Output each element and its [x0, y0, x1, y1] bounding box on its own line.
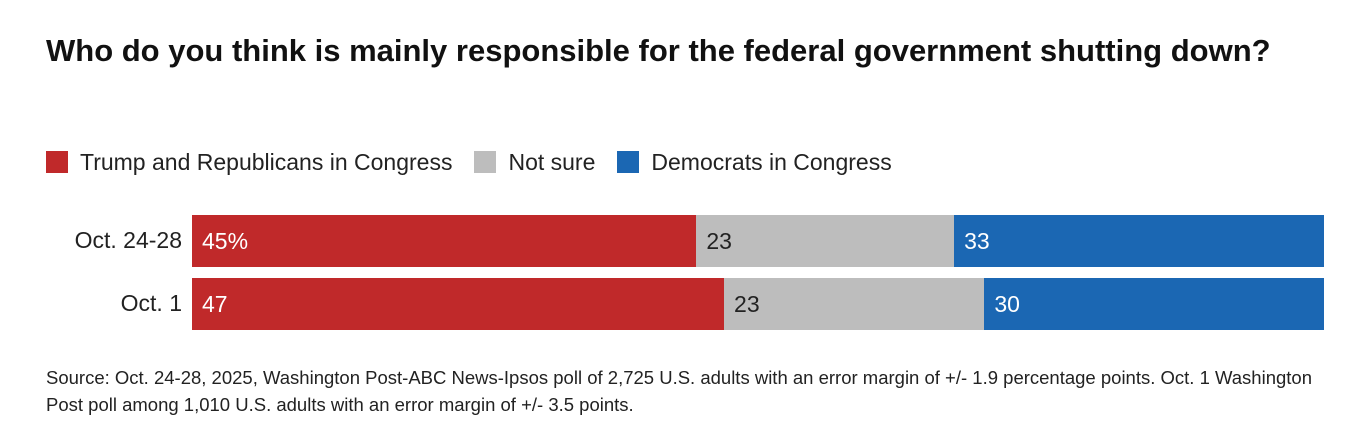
data-label-not-sure: 23 [706, 228, 732, 254]
legend-label-democrats: Democrats in Congress [651, 148, 892, 175]
legend-label-republicans: Trump and Republicans in Congress [80, 148, 453, 175]
data-label-democrats: 33 [964, 228, 990, 254]
data-label-democrats: 30 [994, 291, 1020, 317]
legend-item-republicans: Trump and Republicans in Congress [46, 149, 452, 176]
bar-segment-democrats [984, 278, 1324, 330]
legend-item-democrats: Democrats in Congress [617, 148, 892, 176]
legend-label-not-sure: Not sure [508, 148, 596, 175]
bar-segment-republicans [192, 215, 697, 267]
row-label: Oct. 24-28 [74, 227, 182, 253]
source-note: Source: Oct. 24-28, 2025, Washington Pos… [46, 367, 1313, 415]
chart-title: Who do you think is mainly responsible f… [46, 33, 1271, 68]
legend-swatch-democrats [617, 151, 640, 173]
bar-segment-republicans [192, 278, 725, 330]
legend-swatch-not-sure [474, 151, 497, 173]
data-label-republicans: 47 [202, 291, 228, 317]
bar-segment-not-sure [696, 215, 955, 267]
legend: Trump and Republicans in Congress Not su… [46, 146, 914, 178]
legend-swatch-republicans [46, 151, 68, 173]
data-label-republicans: 45% [202, 228, 249, 254]
data-label-not-sure: 23 [734, 291, 760, 317]
row-label: Oct. 1 [120, 290, 182, 316]
bar-segment-not-sure [724, 278, 985, 330]
legend-item-not-sure: Not sure [474, 149, 595, 176]
bar-segment-democrats [954, 215, 1324, 267]
